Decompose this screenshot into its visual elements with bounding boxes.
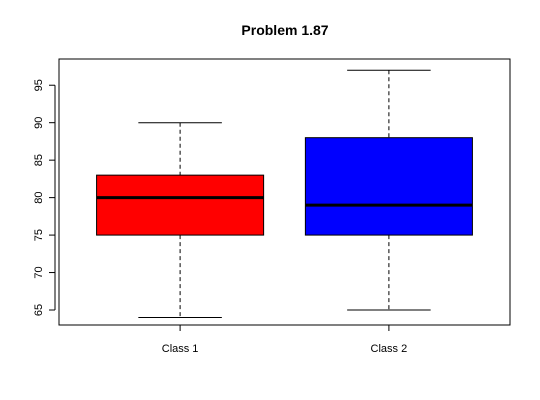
- y-tick-label: 95: [33, 79, 45, 91]
- y-tick-label: 70: [33, 266, 45, 278]
- x-tick-label: Class 2: [371, 343, 408, 355]
- y-axis: 65 70 75 80 85 90 95: [33, 79, 56, 316]
- box-2: [304, 69, 473, 311]
- box-1: [96, 122, 265, 319]
- y-tick-label: 90: [33, 117, 45, 129]
- y-tick-label: 85: [33, 154, 45, 166]
- y-tick-label: 75: [33, 229, 45, 241]
- x-axis: Class 1 Class 2: [162, 324, 408, 355]
- y-tick-label: 80: [33, 191, 45, 203]
- chart-title: Problem 1.87: [241, 22, 328, 38]
- iqr-box: [96, 174, 265, 236]
- boxes: [96, 69, 473, 319]
- iqr-box: [304, 137, 473, 236]
- y-tick-label: 65: [33, 304, 45, 316]
- x-tick-label: Class 1: [162, 343, 199, 355]
